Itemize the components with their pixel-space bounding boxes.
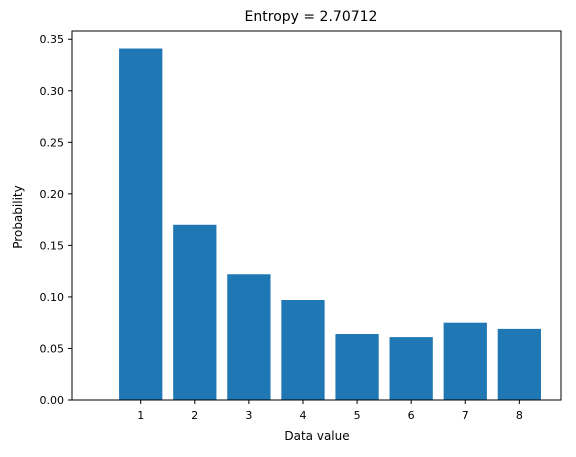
y-axis-label: Probability <box>11 185 25 248</box>
y-tick-label: 0.10 <box>40 291 65 304</box>
y-tick-label: 0.05 <box>40 342 65 355</box>
y-tick-label: 0.25 <box>40 136 65 149</box>
bar-5 <box>335 334 379 400</box>
chart-title: Entropy = 2.70712 <box>245 9 378 25</box>
y-tick-label: 0.00 <box>40 394 65 407</box>
bar-3 <box>227 274 271 400</box>
x-tick-label: 8 <box>516 409 523 422</box>
x-axis-label: Data value <box>284 429 349 443</box>
x-tick-label: 5 <box>354 409 361 422</box>
x-tick-label: 2 <box>191 409 198 422</box>
bar-8 <box>497 328 541 400</box>
x-tick-label: 7 <box>462 409 469 422</box>
x-tick-label: 4 <box>299 409 306 422</box>
x-tick-label: 6 <box>408 409 415 422</box>
plot-area: 1 2 3 4 5 6 7 8 0.00 0.05 0.10 0.15 0.20 0.25 0.30 0.35 <box>40 30 562 422</box>
x-tick-label: 3 <box>245 409 252 422</box>
bar-4 <box>281 300 325 400</box>
y-tick-label: 0.35 <box>40 33 65 46</box>
bar-2 <box>173 224 217 400</box>
x-tick-label: 1 <box>137 409 144 422</box>
bar-6 <box>389 337 433 400</box>
bar-1 <box>119 48 163 401</box>
bar-7 <box>443 322 487 400</box>
plot-frame <box>71 30 562 401</box>
y-tick-label: 0.30 <box>40 85 65 98</box>
y-tick-label: 0.15 <box>40 239 65 252</box>
y-tick-label: 0.20 <box>40 188 65 201</box>
